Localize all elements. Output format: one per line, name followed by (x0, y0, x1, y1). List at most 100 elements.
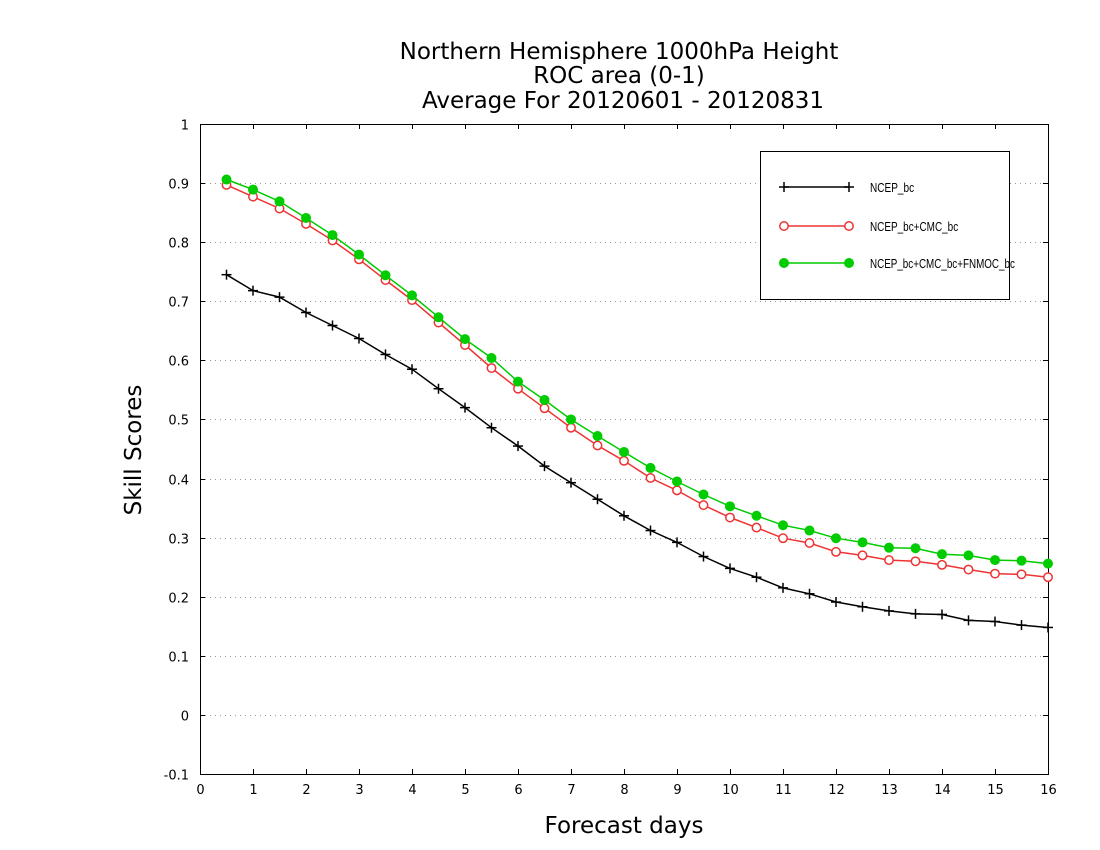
y-axis-label: Skill Scores (121, 385, 147, 516)
data-point (592, 431, 603, 441)
data-point (301, 307, 311, 318)
data-point (645, 473, 656, 483)
y-tick-label: 0.9 (168, 178, 189, 193)
y-tick-label: 0.7 (168, 296, 189, 311)
data-point (910, 556, 921, 567)
data-point (937, 609, 947, 620)
x-tick-label: 10 (722, 783, 739, 798)
data-point (698, 489, 709, 500)
data-point (937, 549, 947, 560)
series-1 (221, 179, 1053, 583)
title-line-3: Average For 20120601 - 20120831 (422, 88, 824, 114)
data-point (248, 285, 258, 296)
legend-label: NCEP_bc+CMC_bc (870, 219, 959, 234)
data-point (221, 174, 232, 185)
y-tick-label: -0.1 (164, 769, 189, 784)
x-tick-label: 1 (249, 783, 257, 798)
data-point (672, 485, 682, 496)
data-point (910, 543, 921, 554)
data-point (539, 394, 550, 405)
data-point (539, 461, 550, 472)
data-point (460, 334, 470, 345)
legend-marker (779, 182, 789, 192)
data-point (751, 522, 762, 533)
data-point (884, 605, 894, 616)
data-point (1016, 555, 1027, 566)
data-point (672, 476, 682, 487)
data-point (857, 537, 868, 548)
data-point (407, 290, 417, 301)
legend-marker (779, 258, 789, 268)
data-point (751, 572, 762, 583)
y-tick-label: 0.3 (168, 533, 189, 548)
data-point (645, 525, 656, 536)
data-point (221, 269, 232, 280)
data-point (672, 537, 682, 548)
data-point (884, 542, 894, 553)
x-tick-label: 4 (408, 783, 416, 798)
data-point (486, 363, 497, 373)
y-tick-label: 0.4 (168, 474, 189, 489)
data-point (433, 383, 444, 394)
x-tick-label: 0 (196, 783, 204, 798)
data-point (778, 582, 788, 593)
y-tick-label: 0.1 (168, 651, 189, 666)
series-0 (221, 269, 1053, 633)
legend-marker (844, 221, 854, 231)
legend-marker (844, 182, 854, 192)
y-tick-label: 0.2 (168, 592, 189, 607)
x-tick-label: 2 (302, 783, 310, 798)
data-point (513, 441, 523, 452)
x-tick-label: 12 (828, 783, 845, 798)
data-point (301, 212, 311, 223)
data-point (354, 249, 364, 260)
legend-item: NCEP_bc (779, 180, 914, 195)
x-tick-label: 14 (934, 783, 951, 798)
data-point (990, 616, 1000, 627)
legend-item: NCEP_bc+CMC_bc+FNMOC_bc (779, 256, 1015, 271)
data-point (1016, 620, 1027, 631)
data-point (990, 555, 1000, 566)
data-point (937, 559, 947, 570)
legend-label: NCEP_bc (870, 180, 914, 195)
series-2 (221, 174, 1053, 569)
data-point (778, 533, 788, 544)
series-line (226, 274, 1049, 629)
data-point (751, 510, 762, 521)
x-tick-label: 15 (987, 783, 1004, 798)
title-line-1: Northern Hemisphere 1000hPa Height (400, 39, 839, 65)
data-point (963, 564, 974, 575)
data-point (327, 320, 338, 331)
x-tick-label: 11 (775, 783, 792, 798)
data-point (566, 422, 576, 433)
data-point (1043, 572, 1053, 583)
x-tick-label: 5 (461, 783, 469, 798)
data-point (963, 615, 974, 626)
data-point (857, 601, 868, 612)
x-axis-label: Forecast days (545, 813, 704, 839)
data-point (831, 533, 841, 544)
data-point (910, 608, 921, 619)
legend-label: NCEP_bc+CMC_bc+FNMOC_bc (870, 256, 1015, 271)
data-point (380, 349, 391, 360)
data-point (778, 520, 788, 531)
title-line-2: ROC area (0-1) (533, 63, 705, 89)
data-point (619, 510, 629, 521)
legend-marker (844, 258, 854, 268)
data-point (963, 550, 974, 561)
y-tick-label: 1 (181, 119, 189, 134)
x-tick-label: 6 (514, 783, 522, 798)
x-tick-label: 3 (355, 783, 363, 798)
data-point (619, 455, 629, 466)
data-point (645, 462, 656, 473)
data-point (407, 364, 417, 375)
x-tick-label: 16 (1040, 783, 1057, 798)
data-point (698, 500, 709, 511)
data-point (566, 477, 576, 488)
data-point (539, 403, 550, 414)
data-point (248, 184, 258, 195)
y-tick-label: 0.8 (168, 237, 189, 252)
data-point (804, 588, 815, 599)
data-point (274, 196, 285, 207)
